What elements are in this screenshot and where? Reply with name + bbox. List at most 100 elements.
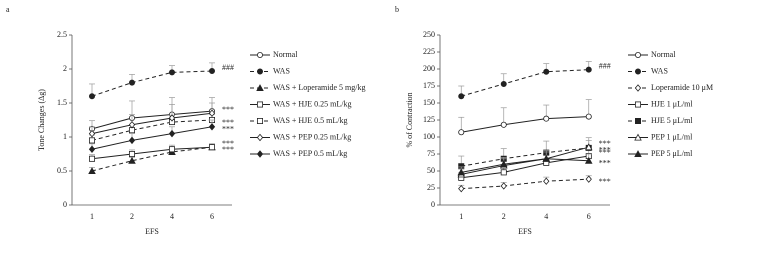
y-axis-label: Tone Changes (Δg): [37, 89, 46, 151]
x-tick-label: 1: [459, 212, 463, 221]
y-tick-label: 225: [423, 47, 435, 56]
series-line: [91, 112, 213, 135]
y-tick-label: 250: [423, 30, 435, 39]
y-tick-label: 1: [63, 132, 67, 141]
series: [458, 175, 592, 193]
data-point: [89, 155, 96, 162]
series: [458, 148, 592, 181]
y-tick-label: 25: [427, 183, 435, 192]
x-axis-label: EFS: [518, 227, 532, 236]
y-tick-label: 100: [423, 132, 435, 141]
y-axis-label: % of Contraction: [405, 92, 414, 147]
data-point: [88, 129, 96, 138]
legend-label: HJE 1 μL/ml: [651, 99, 693, 108]
legend-marker: [634, 150, 642, 158]
data-point: [128, 150, 135, 157]
data-point: [128, 156, 136, 164]
legend-marker: [256, 52, 263, 59]
data-point: [543, 177, 550, 185]
series: [458, 99, 592, 136]
data-point: [543, 115, 550, 122]
y-tick-label: 200: [423, 64, 435, 73]
x-tick-label: 4: [170, 212, 174, 221]
x-tick-label: 4: [544, 212, 548, 221]
legend-marker: [635, 52, 642, 59]
legend-marker: [256, 133, 264, 142]
data-point: [542, 154, 551, 162]
significance: ***: [599, 177, 611, 186]
data-point: [543, 68, 550, 75]
data-point: [585, 66, 592, 73]
series: [89, 143, 215, 162]
data-point: [168, 114, 176, 122]
data-point: [500, 80, 507, 87]
series-line: [461, 158, 589, 173]
legend-label: PEP 1 μL/ml: [651, 132, 693, 141]
x-axis-label: EFS: [145, 227, 159, 236]
legend-label: Loperamide 10 μM: [651, 83, 713, 92]
significance: ***: [222, 145, 234, 154]
data-point: [208, 144, 215, 151]
legend-marker: [256, 101, 263, 108]
legend-label: WAS: [273, 66, 290, 75]
series-line: [461, 155, 589, 179]
legend-label: WAS: [651, 66, 668, 75]
data-point: [208, 123, 216, 131]
series-line: [461, 69, 589, 97]
y-tick-label: 50: [427, 166, 435, 175]
series: [458, 137, 592, 170]
legend-marker: [256, 84, 264, 91]
legend-label: WAS + HJE 0.25 mL/kg: [273, 99, 352, 108]
y-tick-label: 2: [63, 64, 67, 73]
data-point: [88, 145, 96, 153]
significance: ###: [599, 62, 611, 71]
data-point: [208, 68, 215, 75]
legend-marker: [635, 68, 642, 75]
data-point: [584, 143, 593, 151]
series-line: [91, 126, 213, 150]
panel-label: b: [395, 5, 399, 14]
y-tick-label: 75: [427, 149, 435, 158]
y-tick-label: 150: [423, 98, 435, 107]
data-point: [500, 169, 507, 176]
series-line: [91, 110, 213, 130]
significance: ***: [599, 148, 611, 157]
legend-marker: [256, 68, 263, 75]
significance: ***: [599, 159, 611, 168]
data-point: [128, 79, 135, 86]
data-point: [89, 93, 96, 100]
data-point: [128, 136, 136, 145]
series-line: [461, 116, 589, 133]
data-point: [499, 160, 508, 168]
significance: ***: [222, 125, 234, 134]
significance: ***: [222, 105, 234, 114]
data-point: [88, 167, 96, 175]
series: [457, 151, 593, 176]
series-line: [461, 147, 589, 167]
data-point: [585, 113, 592, 120]
data-point: [89, 137, 96, 144]
data-point: [168, 129, 176, 138]
data-point: [585, 175, 592, 183]
legend-marker: [256, 150, 264, 158]
significance: ###: [222, 63, 234, 72]
legend-label: HJE 5 μL/ml: [651, 116, 693, 125]
series: [89, 97, 215, 132]
legend-marker: [634, 84, 642, 92]
data-point: [457, 168, 466, 176]
series-line: [461, 146, 589, 175]
data-point: [168, 146, 175, 153]
data-point: [168, 69, 175, 76]
data-point: [458, 184, 465, 193]
data-point: [208, 109, 216, 117]
x-tick-label: 6: [210, 212, 214, 221]
data-point: [500, 121, 507, 128]
panel-label: a: [6, 5, 10, 14]
data-point: [458, 93, 465, 100]
x-tick-label: 2: [502, 212, 506, 221]
legend-marker: [635, 118, 642, 125]
data-point: [128, 121, 136, 129]
significance: ***: [222, 139, 234, 148]
significance: ***: [222, 118, 234, 127]
